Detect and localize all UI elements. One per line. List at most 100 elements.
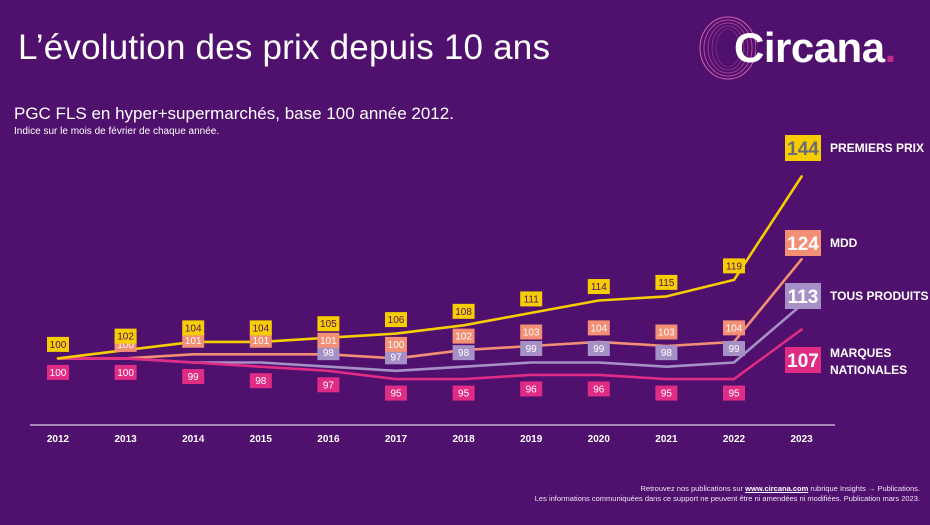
- data-label-box: [587, 381, 610, 397]
- data-label-box: [249, 373, 272, 389]
- data-label-value: 95: [458, 389, 470, 400]
- data-label-premiers-prix: 108: [452, 303, 475, 319]
- data-label-box: [47, 364, 69, 380]
- data-label-box: [385, 385, 407, 401]
- end-value-box: [785, 230, 821, 256]
- data-label-mdd: 101: [249, 332, 272, 348]
- data-label-box: [182, 332, 205, 348]
- data-label-box: [655, 345, 678, 361]
- data-label-tous-produits: 99: [587, 341, 610, 357]
- data-label-tous-produits: 98: [452, 345, 475, 361]
- data-label-marques-nationales: 100: [114, 364, 137, 380]
- legend-series-name: TOUS PRODUITS: [830, 289, 928, 303]
- data-label-tous-produits: 99: [723, 341, 745, 357]
- data-label-value: 98: [323, 348, 335, 359]
- data-label-value: 111: [524, 294, 540, 305]
- data-label-premiers-prix: 102: [114, 328, 137, 344]
- data-label-premiers-prix: 114: [587, 279, 610, 295]
- series-line-premiers-prix: [56, 175, 803, 360]
- data-label-box: [520, 324, 543, 340]
- data-label-premiers-prix: 111: [520, 291, 543, 307]
- x-tick-label: 2018: [452, 434, 475, 445]
- data-label-marques-nationales: 95: [655, 385, 678, 401]
- legend-series-name: MARQUES: [830, 346, 891, 360]
- end-value-label: 124: [787, 234, 819, 255]
- data-label-box: [385, 336, 407, 352]
- x-tick-label: 2016: [317, 434, 340, 445]
- legend-mdd: 124 MDD: [785, 230, 858, 256]
- data-label-mdd: 103: [520, 324, 543, 340]
- x-tick-label: 2020: [588, 434, 611, 445]
- data-label-marques-nationales: 99: [182, 369, 205, 385]
- x-tick-label: 2012: [47, 434, 70, 445]
- data-label-box: [723, 341, 745, 357]
- data-label-premiers-prix: 104: [182, 320, 205, 336]
- data-label-marques-nationales: 96: [587, 381, 610, 397]
- data-label-value: 99: [593, 344, 605, 355]
- data-label-value: 97: [323, 380, 335, 391]
- data-label-mdd: 102: [452, 328, 475, 344]
- legend-tous-produits: 113 TOUS PRODUITS: [785, 283, 928, 309]
- data-label-value: 96: [593, 384, 605, 395]
- logo-rings-icon: [699, 16, 756, 80]
- data-label-box: [317, 332, 340, 348]
- end-value-box: [785, 347, 821, 373]
- data-label-box: [249, 320, 272, 336]
- data-label-marques-nationales: 100: [47, 364, 69, 380]
- data-label-box: [655, 324, 678, 340]
- data-label-box: [317, 316, 340, 332]
- data-label-box: [385, 349, 407, 365]
- data-label-premiers-prix: 119: [723, 258, 745, 274]
- data-label-box: [114, 364, 137, 380]
- data-label-tous-produits: 98: [655, 345, 678, 361]
- data-label-value: 100: [117, 368, 134, 379]
- data-label-box: [723, 385, 745, 401]
- data-label-value: 103: [658, 328, 675, 339]
- data-label-box: [452, 385, 475, 401]
- circana-logo: Circana.: [696, 14, 912, 82]
- logo-wordmark: Circana: [734, 24, 885, 71]
- data-label-tous-produits: 97: [385, 349, 407, 365]
- data-label-mdd: 101: [182, 332, 205, 348]
- logo-dot: .: [884, 24, 897, 71]
- page-title: L’évolution des prix depuis 10 ans: [18, 28, 551, 67]
- data-label-marques-nationales: 96: [520, 381, 543, 397]
- data-label-box: [520, 291, 543, 307]
- end-value-label: 144: [787, 139, 819, 160]
- x-tick-label: 2021: [655, 434, 678, 445]
- data-label-value: 102: [455, 332, 472, 343]
- data-label-value: 115: [658, 278, 674, 289]
- data-label-value: 98: [458, 348, 470, 359]
- data-label-marques-nationales: 95: [723, 385, 745, 401]
- data-label-mdd: 100: [385, 336, 407, 352]
- data-label-mdd: 104: [587, 320, 610, 336]
- x-tick-label: 2019: [520, 434, 543, 445]
- data-label-value: 103: [523, 328, 540, 339]
- series-line-marques-nationales: [56, 328, 803, 381]
- data-label-premiers-prix: 106: [385, 312, 407, 328]
- legend-series-name: MDD: [830, 236, 858, 250]
- data-label-tous-produits: 98: [317, 345, 340, 361]
- data-label-value: 108: [455, 307, 472, 318]
- data-label-box: [723, 258, 745, 274]
- x-tick-label: 2015: [250, 434, 273, 445]
- data-label-value: 101: [252, 336, 269, 347]
- data-label-box: [587, 279, 610, 295]
- data-label-premiers-prix: 105: [317, 316, 340, 332]
- data-label-box: [655, 274, 678, 290]
- data-label-box: [114, 328, 137, 344]
- data-label-premiers-prix: 115: [655, 274, 678, 290]
- data-label-value: 95: [661, 389, 673, 400]
- x-tick-label: 2013: [114, 434, 137, 445]
- data-label-box: [47, 336, 69, 352]
- data-label-mdd: 104: [723, 320, 745, 336]
- data-label-value: 104: [252, 323, 269, 334]
- x-tick-label: 2022: [723, 434, 746, 445]
- data-label-value: 100: [50, 368, 67, 379]
- x-tick-label: 2014: [182, 434, 205, 445]
- data-label-box: [385, 312, 407, 328]
- circana-website-link[interactable]: www.circana.com: [745, 484, 809, 493]
- data-label-value: 99: [526, 344, 538, 355]
- end-value-label: 107: [787, 351, 819, 372]
